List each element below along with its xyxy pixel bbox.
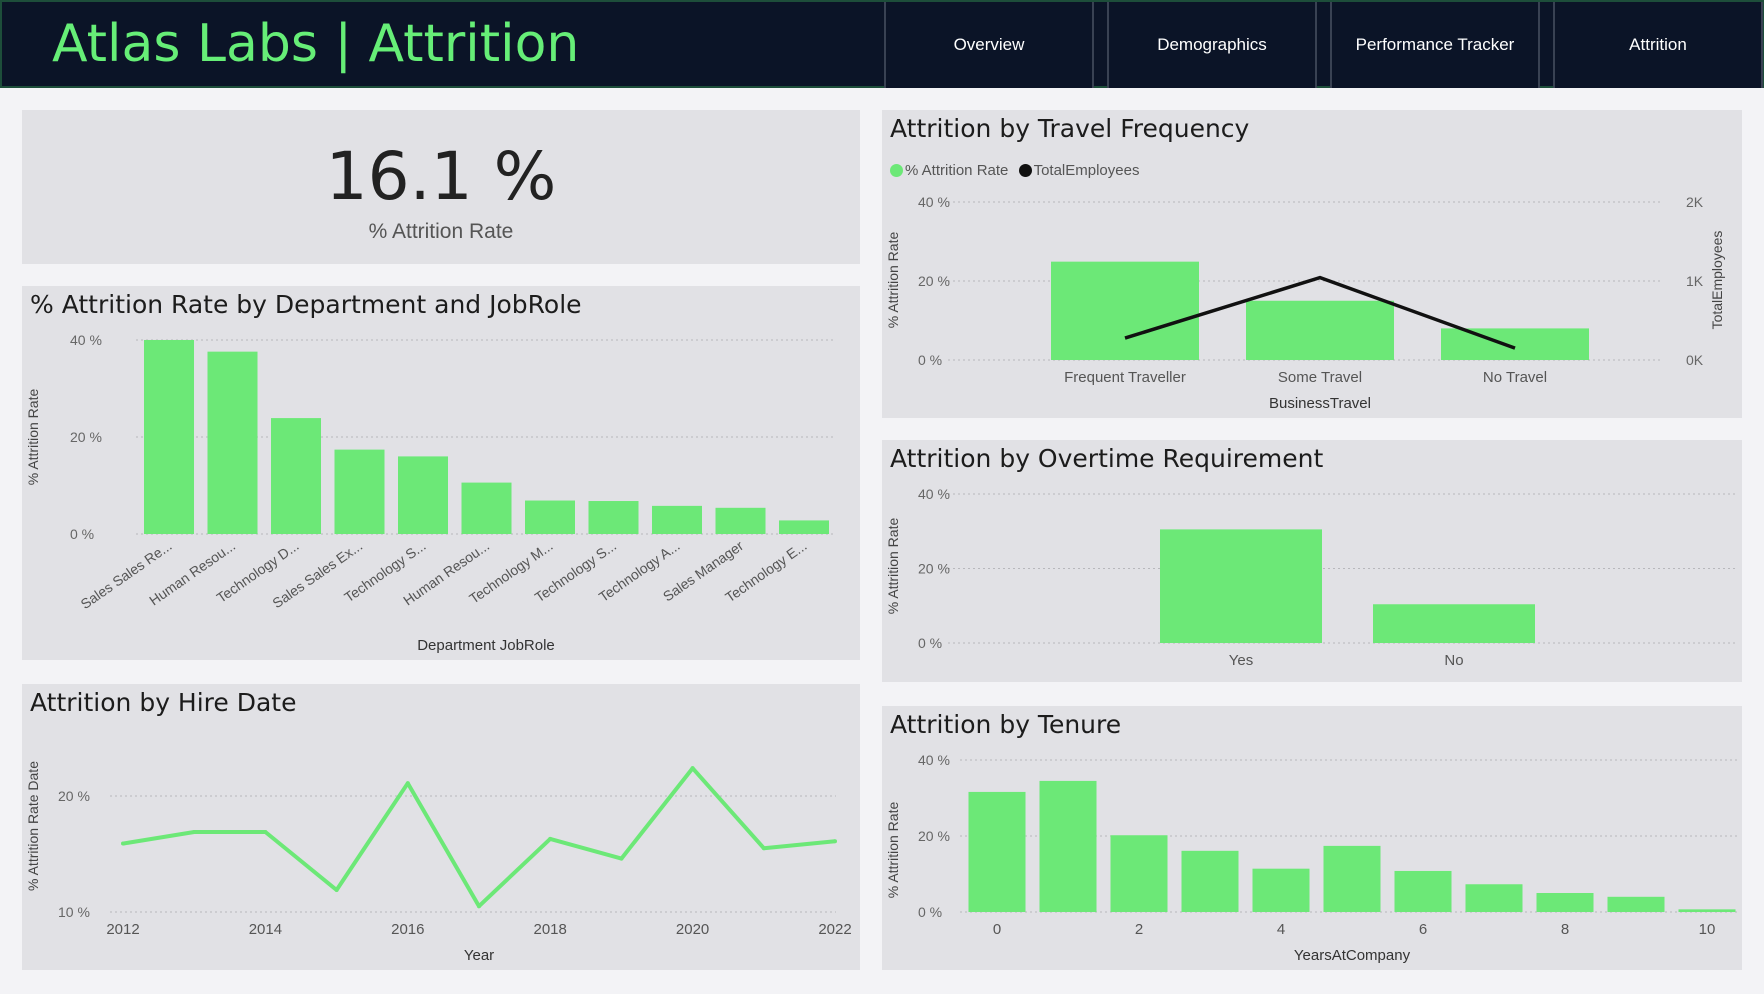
- kpi-card: 16.1 % % Attrition Rate: [22, 110, 860, 264]
- hire-date-title: Attrition by Hire Date: [30, 688, 297, 717]
- page-title: Atlas Labs | Attrition: [52, 14, 580, 74]
- travel-panel: Attrition by Travel Frequency: [882, 110, 1742, 418]
- legend-label-employees: TotalEmployees: [1033, 162, 1140, 179]
- legend-dot-attrition: [890, 164, 903, 177]
- dept-jobrole-panel: % Attrition Rate by Department and JobRo…: [22, 286, 860, 660]
- kpi-label: % Attrition Rate: [368, 220, 514, 243]
- overtime-panel: Attrition by Overtime Requirement: [882, 440, 1742, 682]
- tab-performance-tracker[interactable]: Performance Tracker: [1330, 2, 1540, 88]
- tab-attrition[interactable]: Attrition: [1553, 2, 1763, 88]
- hire-date-panel: Attrition by Hire Date: [22, 684, 860, 970]
- tenure-panel: Attrition by Tenure: [882, 706, 1742, 970]
- dept-jobrole-title: % Attrition Rate by Department and JobRo…: [30, 290, 582, 319]
- travel-legend: % Attrition Rate TotalEmployees: [890, 162, 1139, 179]
- tab-overview[interactable]: Overview: [884, 2, 1094, 88]
- tab-demographics[interactable]: Demographics: [1107, 2, 1317, 88]
- legend-dot-employees: [1018, 164, 1032, 177]
- tenure-title: Attrition by Tenure: [890, 710, 1122, 739]
- overtime-title: Attrition by Overtime Requirement: [890, 444, 1324, 473]
- travel-title: Attrition by Travel Frequency: [890, 114, 1250, 143]
- kpi-value: 16.1 %: [325, 138, 557, 215]
- header-bar: Atlas Labs | Attrition Overview Demograp…: [0, 0, 1764, 88]
- legend-label-attrition: % Attrition Rate: [905, 162, 1009, 179]
